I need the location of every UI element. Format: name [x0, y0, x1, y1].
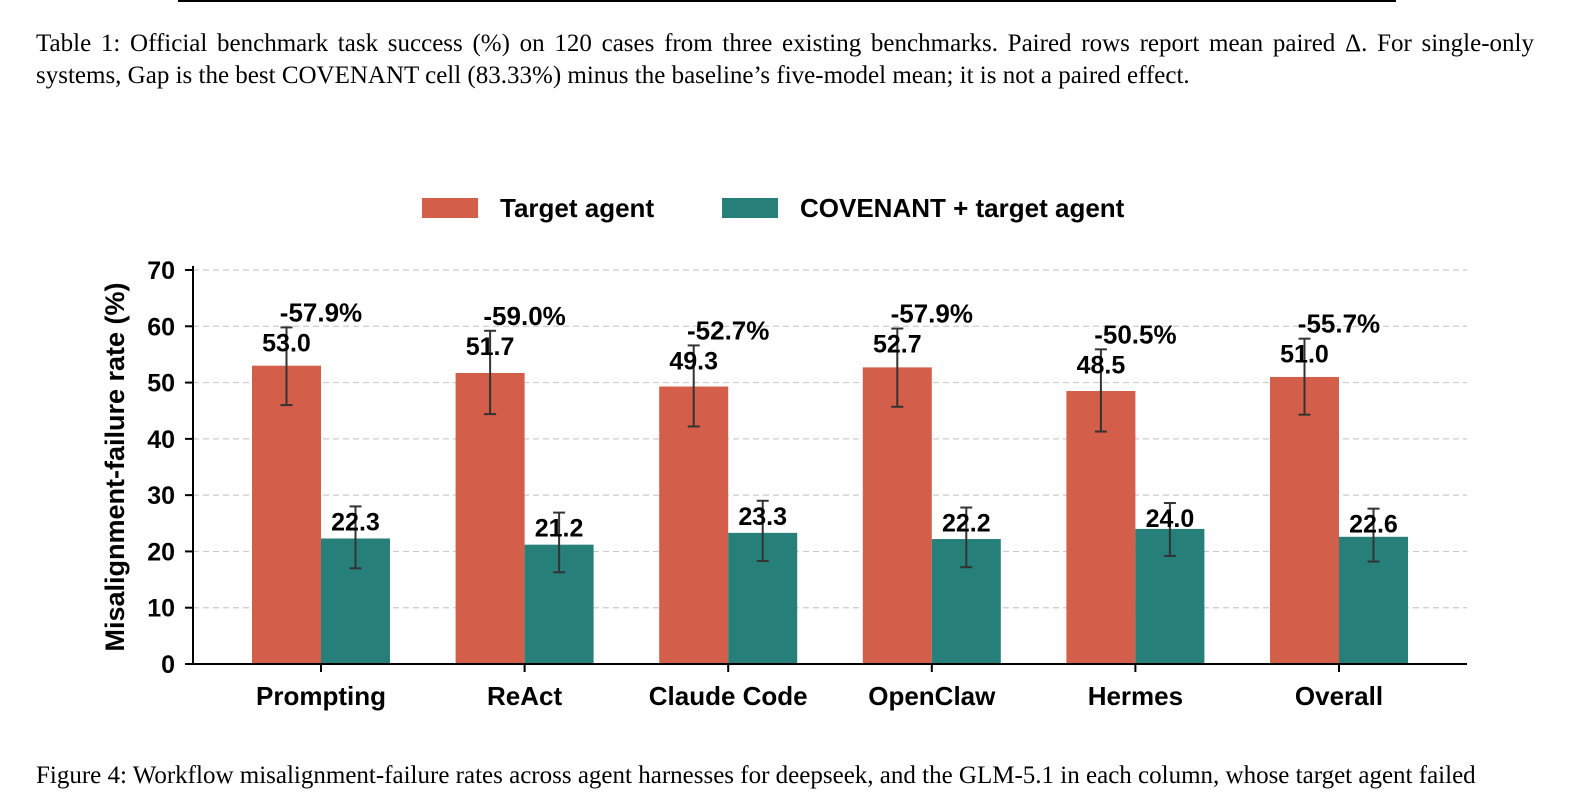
bar-target: [1066, 391, 1136, 664]
y-axis-title: Misalignment-failure rate (%): [100, 282, 130, 651]
legend-swatch: [422, 198, 478, 218]
x-tick-label: Claude Code: [649, 681, 808, 711]
data-label: 51.7: [466, 333, 515, 361]
x-tick-label: OpenClaw: [868, 681, 996, 711]
y-tick-label: 0: [161, 651, 175, 679]
data-label: 48.5: [1077, 351, 1126, 379]
data-label: 21.2: [535, 515, 584, 543]
legend-label: COVENANT + target agent: [800, 193, 1125, 223]
y-tick-label: 20: [147, 538, 175, 566]
y-tick-label: 10: [147, 595, 175, 623]
table-caption: Table 1: Official benchmark task success…: [36, 30, 1534, 89]
bar-target: [1270, 376, 1339, 664]
reduction-annotation: -57.9%: [280, 297, 362, 327]
y-tick-label: 50: [147, 370, 175, 398]
data-label: 52.7: [873, 331, 922, 359]
legend-swatch: [722, 198, 778, 218]
top-rule: [178, 0, 1396, 2]
data-label: 49.3: [669, 347, 718, 375]
bar-target: [862, 367, 932, 664]
data-label: 24.0: [1146, 505, 1195, 533]
y-tick-label: 40: [147, 426, 175, 454]
y-tick-label: 70: [147, 257, 175, 285]
figure-caption-partial: Figure 4: Workflow misalignment-failure …: [36, 762, 1476, 789]
x-tick-label: Overall: [1295, 681, 1383, 711]
x-tick-label: Prompting: [256, 681, 386, 711]
data-label: 22.2: [942, 510, 991, 538]
data-label: 51.0: [1280, 341, 1329, 369]
reduction-annotation: -59.0%: [483, 301, 565, 331]
bar-target: [252, 365, 321, 664]
reduction-annotation: -55.7%: [1298, 309, 1380, 339]
data-label: 23.3: [738, 503, 787, 531]
data-label: 53.0: [262, 329, 311, 357]
bar-target: [659, 386, 729, 664]
legend-label: Target agent: [500, 193, 654, 223]
reduction-annotation: -52.7%: [687, 315, 769, 345]
x-tick-label: Hermes: [1088, 681, 1183, 711]
data-label: 22.3: [331, 508, 380, 536]
x-tick-label: ReAct: [487, 681, 562, 711]
reduction-annotation: -57.9%: [891, 299, 973, 329]
reduction-annotation: -50.5%: [1094, 319, 1176, 349]
bar-target: [455, 373, 525, 664]
y-tick-label: 30: [147, 482, 175, 510]
y-tick-label: 60: [147, 313, 175, 341]
data-label: 22.6: [1349, 511, 1398, 539]
